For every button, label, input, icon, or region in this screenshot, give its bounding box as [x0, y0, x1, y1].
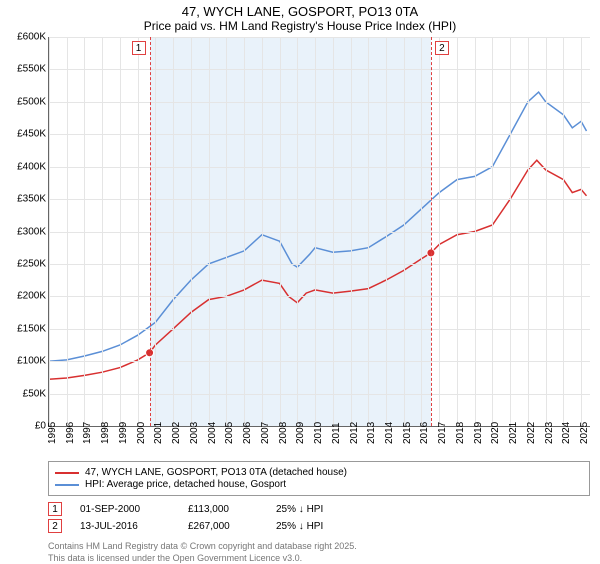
credit-line-1: Contains HM Land Registry data © Crown c… [48, 541, 590, 553]
y-tick-label: £500K [17, 96, 49, 107]
x-tick-label: 2015 [400, 422, 413, 444]
x-tick-label: 2016 [417, 422, 430, 444]
y-tick-label: £550K [17, 64, 49, 75]
x-tick-label: 1999 [116, 422, 129, 444]
x-tick-label: 2021 [506, 422, 519, 444]
x-tick-label: 2012 [347, 422, 360, 444]
legend-item: 47, WYCH LANE, GOSPORT, PO13 0TA (detach… [55, 467, 583, 478]
annotation-table: 1 01-SEP-2000 £113,000 25% ↓ HPI 2 13-JU… [48, 502, 590, 533]
x-tick-label: 2009 [293, 422, 306, 444]
legend-item: HPI: Average price, detached house, Gosp… [55, 479, 583, 490]
band-marker-label: 1 [132, 41, 146, 55]
y-tick-label: £200K [17, 291, 49, 302]
legend-swatch [55, 484, 79, 486]
x-tick-label: 2020 [488, 422, 501, 444]
chart-title: 47, WYCH LANE, GOSPORT, PO13 0TA Price p… [0, 0, 600, 35]
x-tick-label: 2000 [134, 422, 147, 444]
title-line-1: 47, WYCH LANE, GOSPORT, PO13 0TA [0, 4, 600, 19]
x-tick-label: 2013 [364, 422, 377, 444]
y-tick-label: £450K [17, 129, 49, 140]
legend-label: 47, WYCH LANE, GOSPORT, PO13 0TA (detach… [85, 467, 347, 478]
y-tick-label: £350K [17, 194, 49, 205]
x-tick-label: 1997 [80, 422, 93, 444]
x-tick-label: 2018 [453, 422, 466, 444]
x-tick-label: 2010 [311, 422, 324, 444]
x-tick-label: 2008 [276, 422, 289, 444]
x-tick-label: 2014 [382, 422, 395, 444]
legend-label: HPI: Average price, detached house, Gosp… [85, 479, 286, 490]
x-tick-label: 1998 [98, 422, 111, 444]
x-tick-label: 2025 [577, 422, 590, 444]
chart-plot-area: £0£50K£100K£150K£200K£250K£300K£350K£400… [48, 37, 590, 427]
y-tick-label: £300K [17, 226, 49, 237]
credit-text: Contains HM Land Registry data © Crown c… [48, 541, 590, 564]
annotation-num-box: 2 [48, 519, 62, 533]
y-tick-label: £150K [17, 323, 49, 334]
series-price_paid [49, 160, 587, 379]
annotation-row: 2 13-JUL-2016 £267,000 25% ↓ HPI [48, 519, 590, 533]
y-tick-label: £50K [23, 388, 49, 399]
band-marker-label: 2 [435, 41, 449, 55]
legend-swatch [55, 472, 79, 474]
annotation-row: 1 01-SEP-2000 £113,000 25% ↓ HPI [48, 502, 590, 516]
legend: 47, WYCH LANE, GOSPORT, PO13 0TA (detach… [48, 461, 590, 496]
x-tick-label: 2002 [169, 422, 182, 444]
y-tick-label: £100K [17, 356, 49, 367]
title-line-2: Price paid vs. HM Land Registry's House … [0, 19, 600, 33]
x-tick-label: 2022 [524, 422, 537, 444]
x-tick-label: 2001 [151, 422, 164, 444]
x-tick-label: 1996 [63, 422, 76, 444]
x-tick-label: 1995 [45, 422, 58, 444]
annotation-date: 13-JUL-2016 [80, 521, 170, 532]
x-tick-label: 2023 [542, 422, 555, 444]
x-tick-label: 2019 [471, 422, 484, 444]
y-tick-label: £400K [17, 161, 49, 172]
x-tick-label: 2007 [258, 422, 271, 444]
annotation-date: 01-SEP-2000 [80, 504, 170, 515]
x-tick-label: 2011 [329, 422, 342, 444]
annotation-num-box: 1 [48, 502, 62, 516]
y-tick-label: £250K [17, 258, 49, 269]
annotation-price: £267,000 [188, 521, 258, 532]
x-tick-label: 2006 [240, 422, 253, 444]
series-hpi [49, 92, 587, 361]
annotation-pct: 25% ↓ HPI [276, 521, 323, 532]
annotation-pct: 25% ↓ HPI [276, 504, 323, 515]
x-tick-label: 2005 [222, 422, 235, 444]
annotation-price: £113,000 [188, 504, 258, 515]
credit-line-2: This data is licensed under the Open Gov… [48, 553, 590, 564]
x-tick-label: 2004 [205, 422, 218, 444]
x-tick-label: 2024 [559, 422, 572, 444]
y-tick-label: £600K [17, 32, 49, 43]
x-tick-label: 2017 [435, 422, 448, 444]
root: 47, WYCH LANE, GOSPORT, PO13 0TA Price p… [0, 0, 600, 560]
x-tick-label: 2003 [187, 422, 200, 444]
